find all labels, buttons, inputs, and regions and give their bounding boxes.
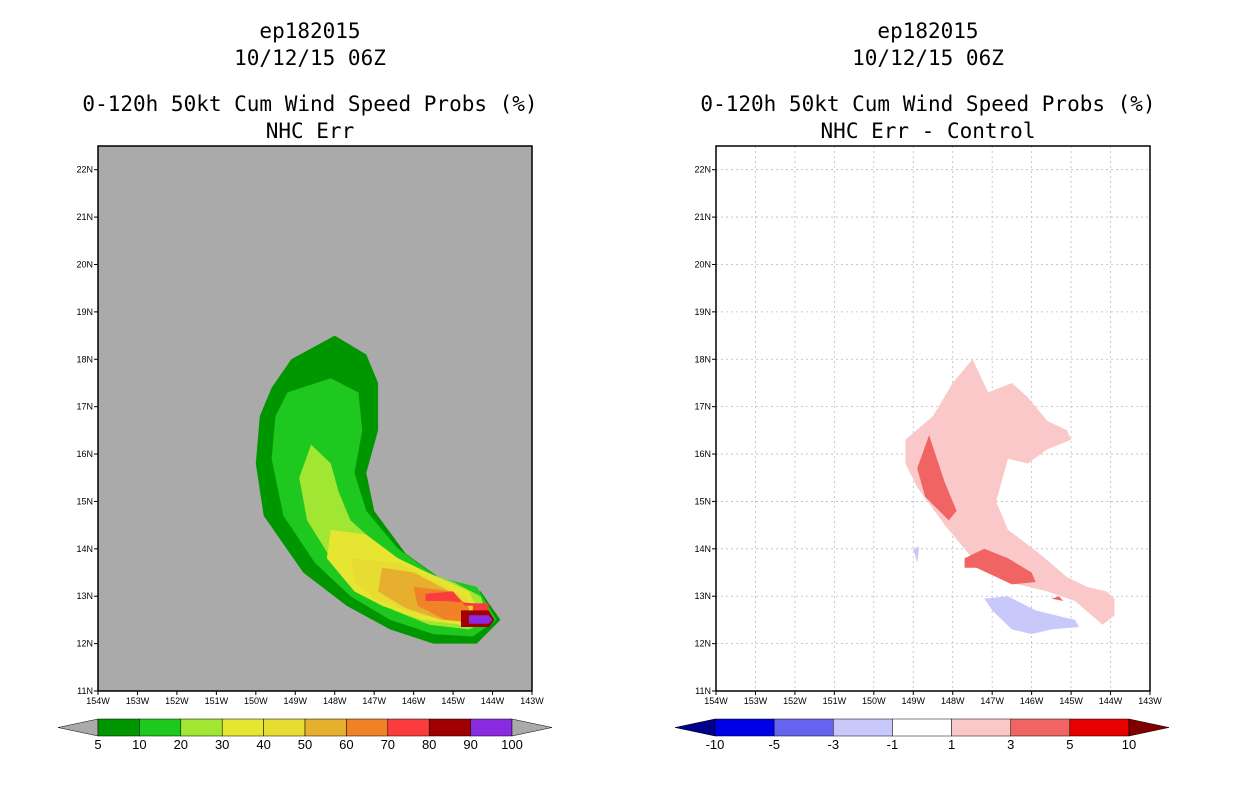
right-chart-subtitle: NHC Err - Control bbox=[820, 119, 1036, 143]
left-colorbar-label: 50 bbox=[298, 737, 312, 752]
left-colorbar-label: 80 bbox=[422, 737, 436, 752]
right-x-tick-label: 152W bbox=[783, 696, 807, 706]
left-y-tick-label: 14N bbox=[76, 544, 93, 554]
right-contour-2 bbox=[964, 548, 1036, 585]
right-x-tick-label: 147W bbox=[980, 696, 1004, 706]
right-x-tick-label: 153W bbox=[744, 696, 768, 706]
right-y-tick-label: 22N bbox=[694, 165, 711, 175]
right-colorbar-box bbox=[1010, 718, 1071, 737]
left-colorbar-label: 5 bbox=[94, 737, 101, 752]
right-y-tick-label: 20N bbox=[694, 259, 711, 269]
right-y-tick-label: 11N bbox=[695, 686, 711, 696]
left-y-tick-label: 21N bbox=[76, 212, 93, 222]
right-colorbar-label: -1 bbox=[887, 737, 899, 752]
right-storm-id: ep182015 bbox=[877, 19, 979, 43]
left-x-tick-label: 144W bbox=[481, 696, 505, 706]
right-colorbar-label: 10 bbox=[1122, 737, 1136, 752]
right-colorbar-label: 1 bbox=[948, 737, 955, 752]
left-colorbar-label: 60 bbox=[339, 737, 353, 752]
left-x-tick-label: 148W bbox=[323, 696, 347, 706]
right-x-tick-label: 148W bbox=[941, 696, 965, 706]
left-y-tick-label: 18N bbox=[76, 354, 93, 364]
right-colorbar-label: 5 bbox=[1066, 737, 1073, 752]
right-colorbar-box bbox=[773, 718, 834, 737]
right-colorbar-label: -5 bbox=[768, 737, 780, 752]
left-y-tick-label: 12N bbox=[76, 639, 93, 649]
left-colorbar-label: 40 bbox=[256, 737, 270, 752]
left-x-tick-label: 145W bbox=[441, 696, 465, 706]
right-colorbar-low-triangle bbox=[674, 718, 716, 737]
right-colorbar-label: -3 bbox=[828, 737, 840, 752]
right-colorbar-label: 3 bbox=[1007, 737, 1014, 752]
left-x-tick-label: 151W bbox=[205, 696, 229, 706]
right-y-tick-label: 19N bbox=[694, 307, 711, 317]
right-y-tick-label: 13N bbox=[694, 591, 711, 601]
right-y-tick-label: 18N bbox=[694, 354, 711, 364]
left-colorbar-label: 10 bbox=[132, 737, 146, 752]
right-colorbar-box bbox=[892, 718, 952, 737]
left-plot-frame bbox=[97, 145, 533, 692]
left-colorbar-label: 20 bbox=[174, 737, 188, 752]
right-chart-title: 0-120h 50kt Cum Wind Speed Probs (%) bbox=[700, 92, 1156, 116]
left-chart-subtitle: NHC Err bbox=[265, 119, 355, 143]
left-y-tick-label: 11N bbox=[77, 686, 93, 696]
right-colorbar-box bbox=[1069, 718, 1130, 737]
left-colorbar-high-triangle bbox=[511, 718, 553, 737]
left-y-tick-label: 22N bbox=[76, 165, 93, 175]
left-y-tick-label: 19N bbox=[76, 307, 93, 317]
left-x-tick-label: 149W bbox=[284, 696, 308, 706]
right-colorbar-high-triangle bbox=[1128, 718, 1170, 737]
left-y-tick-label: 16N bbox=[76, 449, 93, 459]
right-x-tick-label: 146W bbox=[1020, 696, 1044, 706]
left-contour-9 bbox=[468, 615, 493, 624]
left-datetime: 10/12/15 06Z bbox=[234, 46, 386, 70]
left-colorbar-label: 90 bbox=[463, 737, 477, 752]
right-x-tick-label: 151W bbox=[823, 696, 847, 706]
right-colorbar-box bbox=[714, 718, 775, 737]
left-x-tick-label: 152W bbox=[165, 696, 189, 706]
right-y-tick-label: 17N bbox=[694, 402, 711, 412]
right-x-tick-label: 149W bbox=[902, 696, 926, 706]
left-y-tick-label: 15N bbox=[76, 496, 93, 506]
left-y-tick-label: 13N bbox=[76, 591, 93, 601]
right-contour-4 bbox=[984, 596, 1079, 635]
left-colorbar-label: 70 bbox=[381, 737, 395, 752]
left-x-tick-label: 153W bbox=[126, 696, 150, 706]
right-x-tick-label: 154W bbox=[704, 696, 728, 706]
right-x-tick-label: 150W bbox=[862, 696, 886, 706]
right-y-tick-label: 12N bbox=[694, 639, 711, 649]
left-storm-id: ep182015 bbox=[259, 19, 361, 43]
left-x-tick-label: 147W bbox=[362, 696, 386, 706]
left-contour-1 bbox=[271, 378, 497, 637]
left-chart-title: 0-120h 50kt Cum Wind Speed Probs (%) bbox=[82, 92, 538, 116]
right-contour-1 bbox=[917, 435, 957, 521]
left-x-tick-label: 150W bbox=[244, 696, 268, 706]
left-x-tick-label: 146W bbox=[402, 696, 426, 706]
left-x-tick-label: 143W bbox=[520, 696, 544, 706]
left-y-tick-label: 17N bbox=[76, 402, 93, 412]
right-colorbar-box bbox=[833, 718, 893, 737]
right-x-tick-label: 144W bbox=[1099, 696, 1123, 706]
right-contour-5 bbox=[913, 546, 920, 563]
left-colorbar-label: 30 bbox=[215, 737, 229, 752]
right-plot-frame bbox=[715, 145, 1151, 692]
right-x-tick-label: 145W bbox=[1059, 696, 1083, 706]
right-y-tick-label: 16N bbox=[694, 449, 711, 459]
right-datetime: 10/12/15 06Z bbox=[852, 46, 1004, 70]
right-colorbar-label: -10 bbox=[706, 737, 725, 752]
right-y-tick-label: 21N bbox=[694, 212, 711, 222]
right-y-tick-label: 14N bbox=[694, 544, 711, 554]
left-y-tick-label: 20N bbox=[76, 259, 93, 269]
right-colorbar-box bbox=[951, 718, 1011, 737]
right-y-tick-label: 15N bbox=[694, 496, 711, 506]
left-x-tick-label: 154W bbox=[86, 696, 110, 706]
right-x-tick-label: 143W bbox=[1138, 696, 1162, 706]
right-contour-0 bbox=[905, 359, 1115, 625]
left-colorbar-label: 100 bbox=[501, 737, 523, 752]
right-contour-3 bbox=[1051, 596, 1064, 601]
